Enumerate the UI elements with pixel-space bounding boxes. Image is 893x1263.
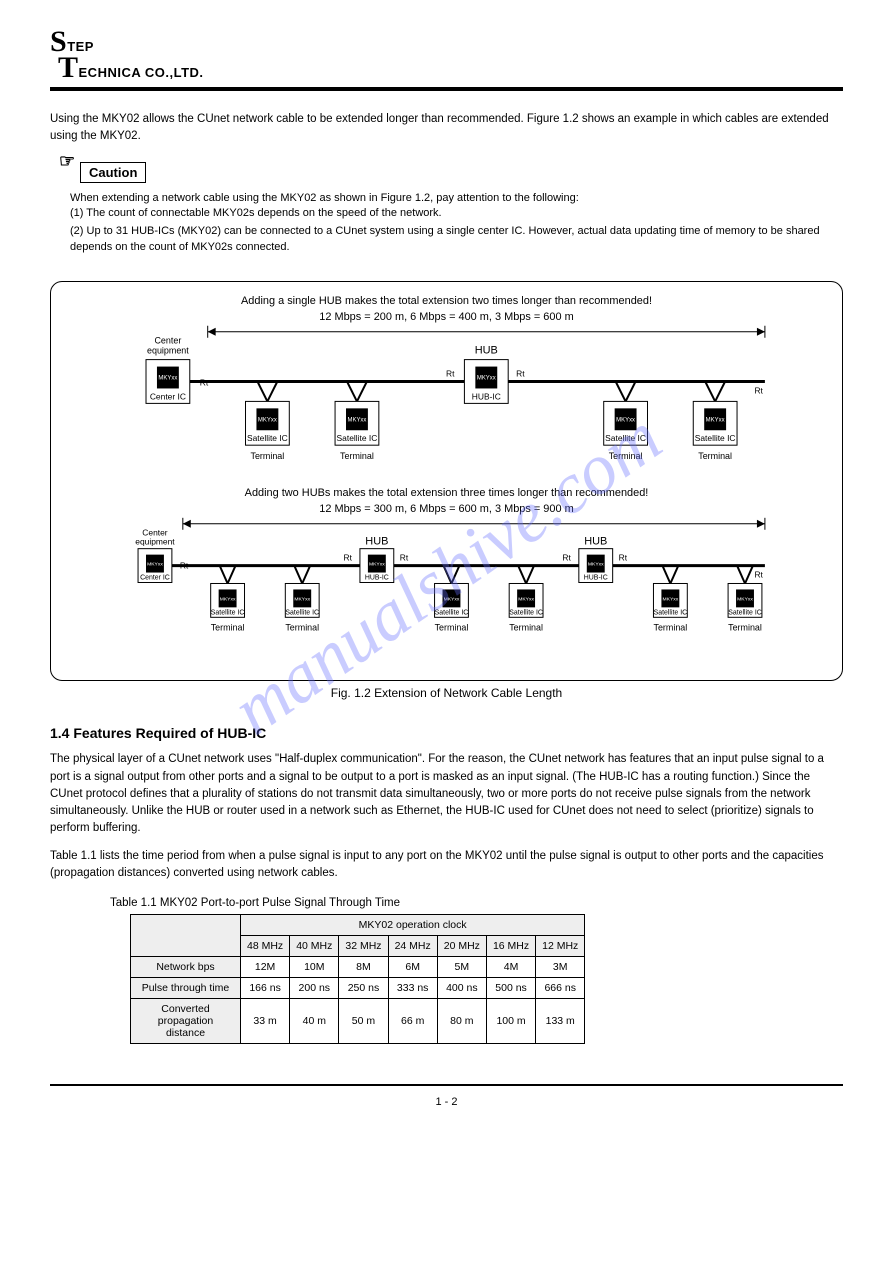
- col-1: 40 MHz: [290, 936, 339, 957]
- svg-text:Terminal: Terminal: [211, 623, 245, 633]
- svg-text:HUB: HUB: [365, 536, 388, 548]
- caution-item-1: (1) The count of connectable MKY02s depe…: [70, 206, 843, 222]
- svg-text:Satellite IC: Satellite IC: [695, 433, 736, 443]
- svg-text:Rt: Rt: [344, 553, 353, 563]
- caution-box: ☞ Caution: [80, 162, 146, 183]
- col-5: 16 MHz: [486, 936, 535, 957]
- svg-text:MKYxx: MKYxx: [477, 376, 496, 382]
- svg-text:Rt: Rt: [619, 553, 628, 563]
- svg-text:Terminal: Terminal: [251, 451, 285, 461]
- svg-text:Terminal: Terminal: [285, 623, 319, 633]
- svg-text:MKYxx: MKYxx: [369, 562, 385, 568]
- svg-text:Center IC: Center IC: [140, 575, 170, 582]
- intro-paragraph: Using the MKY02 allows the CUnet network…: [50, 111, 843, 146]
- timing-table: MKY02 operation clock 48 MHz 40 MHz 32 M…: [130, 914, 585, 1044]
- svg-text:Rt: Rt: [516, 369, 525, 379]
- svg-text:Satellite IC: Satellite IC: [435, 610, 469, 617]
- svg-text:Terminal: Terminal: [509, 623, 543, 633]
- svg-text:MKYxx: MKYxx: [220, 597, 236, 603]
- svg-text:MKYxx: MKYxx: [444, 597, 460, 603]
- svg-text:Center IC: Center IC: [150, 392, 186, 402]
- svg-text:HUB: HUB: [584, 536, 607, 548]
- section-title: 1.4 Features Required of HUB-IC: [50, 725, 843, 741]
- section-p1: The physical layer of a CUnet network us…: [50, 751, 843, 837]
- svg-text:MKYxx: MKYxx: [258, 418, 277, 424]
- svg-text:Satellite IC: Satellite IC: [509, 610, 543, 617]
- svg-text:Satellite IC: Satellite IC: [337, 433, 378, 443]
- row0-label: Network bps: [131, 957, 241, 978]
- svg-text:HUB-IC: HUB-IC: [584, 575, 608, 582]
- caution-list: (1) The count of connectable MKY02s depe…: [70, 206, 843, 256]
- figure-caption: Fig. 1.2 Extension of Network Cable Leng…: [50, 686, 843, 700]
- svg-text:HUB: HUB: [475, 345, 498, 357]
- svg-text:12 Mbps = 200 m, 6 Mbps = 400: 12 Mbps = 200 m, 6 Mbps = 400 m, 3 Mbps …: [319, 311, 573, 323]
- svg-text:Terminal: Terminal: [698, 451, 732, 461]
- svg-text:MKYxx: MKYxx: [616, 418, 635, 424]
- svg-text:Terminal: Terminal: [609, 451, 643, 461]
- svg-text:MKYxx: MKYxx: [663, 597, 679, 603]
- svg-text:Rt: Rt: [754, 386, 763, 396]
- col-0: 48 MHz: [241, 936, 290, 957]
- svg-text:Rt: Rt: [446, 369, 455, 379]
- page-header: STEP TECHNICA CO.,LTD.: [50, 30, 843, 82]
- svg-text:Center: Center: [154, 336, 181, 346]
- footer-rule: [50, 1084, 843, 1086]
- svg-text:MKYxx: MKYxx: [518, 597, 534, 603]
- svg-text:Terminal: Terminal: [435, 623, 469, 633]
- col-6: 12 MHz: [536, 936, 585, 957]
- svg-text:HUB-IC: HUB-IC: [472, 392, 501, 402]
- svg-text:Terminal: Terminal: [340, 451, 374, 461]
- section-p2: Table 1.1 lists the time period from whe…: [50, 848, 843, 883]
- svg-text:Rt: Rt: [562, 553, 571, 563]
- row1-label: Pulse through time: [131, 978, 241, 999]
- header-rule: [50, 87, 843, 91]
- svg-text:HUB-IC: HUB-IC: [365, 575, 389, 582]
- table-caption: Table 1.1 MKY02 Port-to-port Pulse Signa…: [110, 897, 843, 909]
- svg-text:MKYxx: MKYxx: [588, 562, 604, 568]
- caution-item-2: (2) Up to 31 HUB-ICs (MKY02) can be conn…: [70, 224, 843, 256]
- caution-label: Caution: [89, 165, 137, 180]
- svg-text:Rt: Rt: [754, 570, 763, 580]
- diagram-svg: Adding a single HUB makes the total exte…: [51, 282, 842, 680]
- satellite-group-bottom: MKYxx Satellite IC Terminal MKYxx Satell…: [211, 566, 762, 633]
- svg-text:MKYxx: MKYxx: [294, 597, 310, 603]
- svg-text:Satellite IC: Satellite IC: [211, 610, 245, 617]
- row2-label: Converted propagation distance: [131, 999, 241, 1044]
- svg-text:Satellite IC: Satellite IC: [605, 433, 646, 443]
- caution-intro: When extending a network cable using the…: [70, 191, 843, 207]
- col-2: 32 MHz: [339, 936, 388, 957]
- svg-text:MKYxx: MKYxx: [706, 418, 725, 424]
- col-3: 24 MHz: [388, 936, 437, 957]
- svg-text:Adding two HUBs makes the tota: Adding two HUBs makes the total extensio…: [245, 487, 649, 499]
- svg-text:Terminal: Terminal: [653, 623, 687, 633]
- svg-text:MKYxx: MKYxx: [347, 418, 366, 424]
- svg-text:equipment: equipment: [147, 346, 189, 356]
- svg-text:Satellite IC: Satellite IC: [247, 433, 288, 443]
- svg-text:Terminal: Terminal: [728, 623, 762, 633]
- table-header-group: MKY02 operation clock: [241, 915, 585, 936]
- network-diagram: Adding a single HUB makes the total exte…: [50, 281, 843, 681]
- page-number: 1 - 2: [50, 1096, 843, 1108]
- company-logo: STEP TECHNICA CO.,LTD.: [50, 30, 204, 82]
- svg-text:MKYxx: MKYxx: [158, 376, 177, 382]
- svg-text:MKYxx: MKYxx: [737, 597, 753, 603]
- svg-text:MKYxx: MKYxx: [147, 562, 163, 568]
- svg-text:Adding a single HUB makes the: Adding a single HUB makes the total exte…: [241, 295, 652, 307]
- pointing-hand-icon: ☞: [59, 151, 75, 172]
- svg-text:Satellite IC: Satellite IC: [654, 610, 688, 617]
- svg-text:Satellite IC: Satellite IC: [728, 610, 762, 617]
- svg-text:12 Mbps = 300 m, 6 Mbps = 600: 12 Mbps = 300 m, 6 Mbps = 600 m, 3 Mbps …: [319, 503, 573, 515]
- col-4: 20 MHz: [437, 936, 486, 957]
- svg-text:equipment: equipment: [135, 537, 175, 547]
- svg-text:Satellite IC: Satellite IC: [285, 610, 319, 617]
- svg-text:Rt: Rt: [400, 553, 409, 563]
